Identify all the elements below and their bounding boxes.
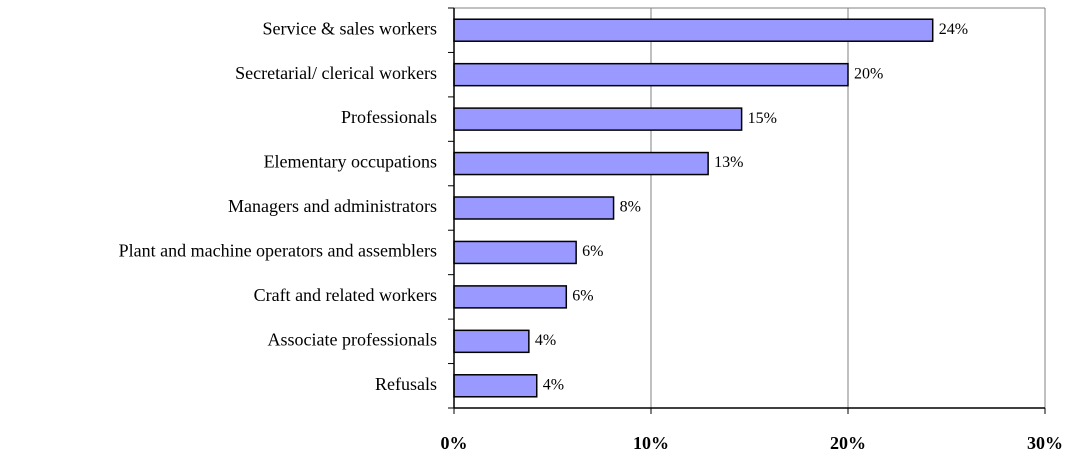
bar	[453, 285, 568, 309]
value-label: 8%	[620, 199, 641, 216]
y-tick-label: Professionals	[341, 107, 437, 127]
x-tick-label: 30%	[1027, 433, 1063, 453]
value-label: 15%	[748, 110, 777, 127]
y-tick-label: Managers and administrators	[228, 196, 437, 216]
x-tick-label: 20%	[830, 433, 866, 453]
bar	[453, 329, 530, 354]
y-tick-label: Associate professionals	[268, 329, 437, 349]
bar	[453, 196, 615, 220]
bar	[453, 374, 538, 398]
bar	[453, 107, 743, 131]
bar	[453, 240, 577, 265]
bar	[453, 151, 709, 176]
y-tick-label: Secretarial/ clerical workers	[235, 63, 437, 83]
value-label: 13%	[714, 154, 743, 171]
x-tick-label: 0%	[441, 433, 468, 453]
value-label: 4%	[543, 376, 564, 393]
y-tick-label: Elementary occupations	[264, 152, 437, 172]
value-label: 4%	[535, 332, 556, 349]
bar	[453, 18, 934, 42]
y-tick-label: Refusals	[375, 374, 437, 394]
y-tick-label: Craft and related workers	[254, 285, 437, 305]
value-label: 6%	[582, 243, 603, 260]
value-label: 6%	[572, 288, 593, 305]
y-tick-label: Plant and machine operators and assemble…	[119, 241, 437, 261]
y-tick-label: Service & sales workers	[263, 18, 437, 38]
bar	[453, 62, 849, 87]
value-label: 20%	[854, 65, 883, 82]
value-label: 24%	[939, 21, 968, 38]
x-tick-label: 10%	[633, 433, 669, 453]
